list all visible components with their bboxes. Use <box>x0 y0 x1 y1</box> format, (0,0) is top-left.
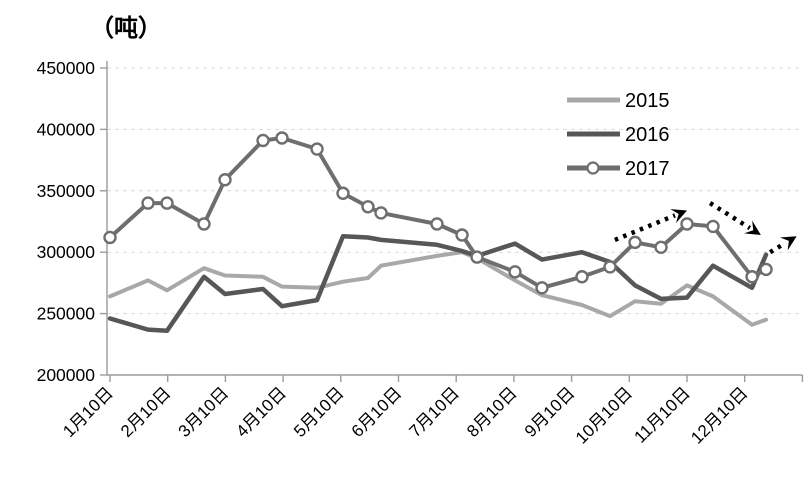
data-point-2017 <box>680 217 694 231</box>
data-point-2017 <box>430 217 444 231</box>
x-tick-label: 11月10日 <box>630 383 693 446</box>
y-tick-label: 450000 <box>37 58 96 78</box>
x-tick-label: 9月10日 <box>521 383 579 441</box>
series-line-2016 <box>107 233 769 334</box>
data-point-2017 <box>218 173 232 187</box>
data-point-2017 <box>141 196 155 210</box>
data-point-2017 <box>508 265 522 279</box>
y-tick-label: 300000 <box>37 242 96 262</box>
data-point-2017 <box>160 196 174 210</box>
data-point-2017 <box>310 142 324 156</box>
chart-title: （吨） <box>90 15 162 42</box>
data-point-2017 <box>256 133 270 148</box>
data-point-2017 <box>103 230 117 245</box>
y-tick-label: 400000 <box>37 119 96 139</box>
x-tick-label: 8月10日 <box>463 383 521 441</box>
legend-label-2016: 2016 <box>625 124 670 146</box>
trend-arrow-head <box>744 220 761 236</box>
legend-label-2017: 2017 <box>625 158 670 180</box>
x-tick-label: 6月10日 <box>348 383 406 441</box>
data-point-2017 <box>759 262 773 277</box>
legend-marker-2017 <box>586 161 600 175</box>
data-point-2017 <box>706 219 720 234</box>
y-tick-label: 200000 <box>37 365 96 385</box>
legend-label-2015: 2015 <box>625 90 670 112</box>
trend-arrow-shaft <box>614 213 676 243</box>
data-point-2017 <box>374 206 388 220</box>
x-tick-label: 7月10日 <box>405 383 463 441</box>
data-point-2017 <box>455 228 469 242</box>
data-point-2017 <box>603 260 617 274</box>
x-tick-label: 10月10日 <box>572 383 636 447</box>
data-point-2017 <box>628 235 642 250</box>
data-point-2017 <box>575 270 589 284</box>
data-point-2017 <box>535 281 549 295</box>
data-point-2017 <box>470 250 484 264</box>
y-tick-label: 250000 <box>37 304 96 324</box>
trend-arrow-shaft <box>708 201 752 230</box>
data-point-2017 <box>336 186 350 200</box>
y-tick-label: 350000 <box>37 181 96 201</box>
data-point-2017 <box>745 270 759 284</box>
data-point-2017 <box>361 200 375 214</box>
x-tick-label: 12月10日 <box>687 383 751 447</box>
x-tick-label: 4月10日 <box>232 383 290 441</box>
trend-arrow-head <box>779 236 797 251</box>
x-tick-label: 5月10日 <box>290 383 348 441</box>
x-tick-label: 3月10日 <box>175 383 233 441</box>
trend-arrow-shaft <box>768 241 787 255</box>
data-point-2017 <box>197 217 211 231</box>
data-point-2017 <box>275 131 289 145</box>
trend-arrow-head <box>670 209 687 224</box>
x-tick-label: 1月10日 <box>59 383 117 441</box>
x-tick-label: 2月10日 <box>117 383 175 441</box>
data-point-2017 <box>654 240 668 254</box>
